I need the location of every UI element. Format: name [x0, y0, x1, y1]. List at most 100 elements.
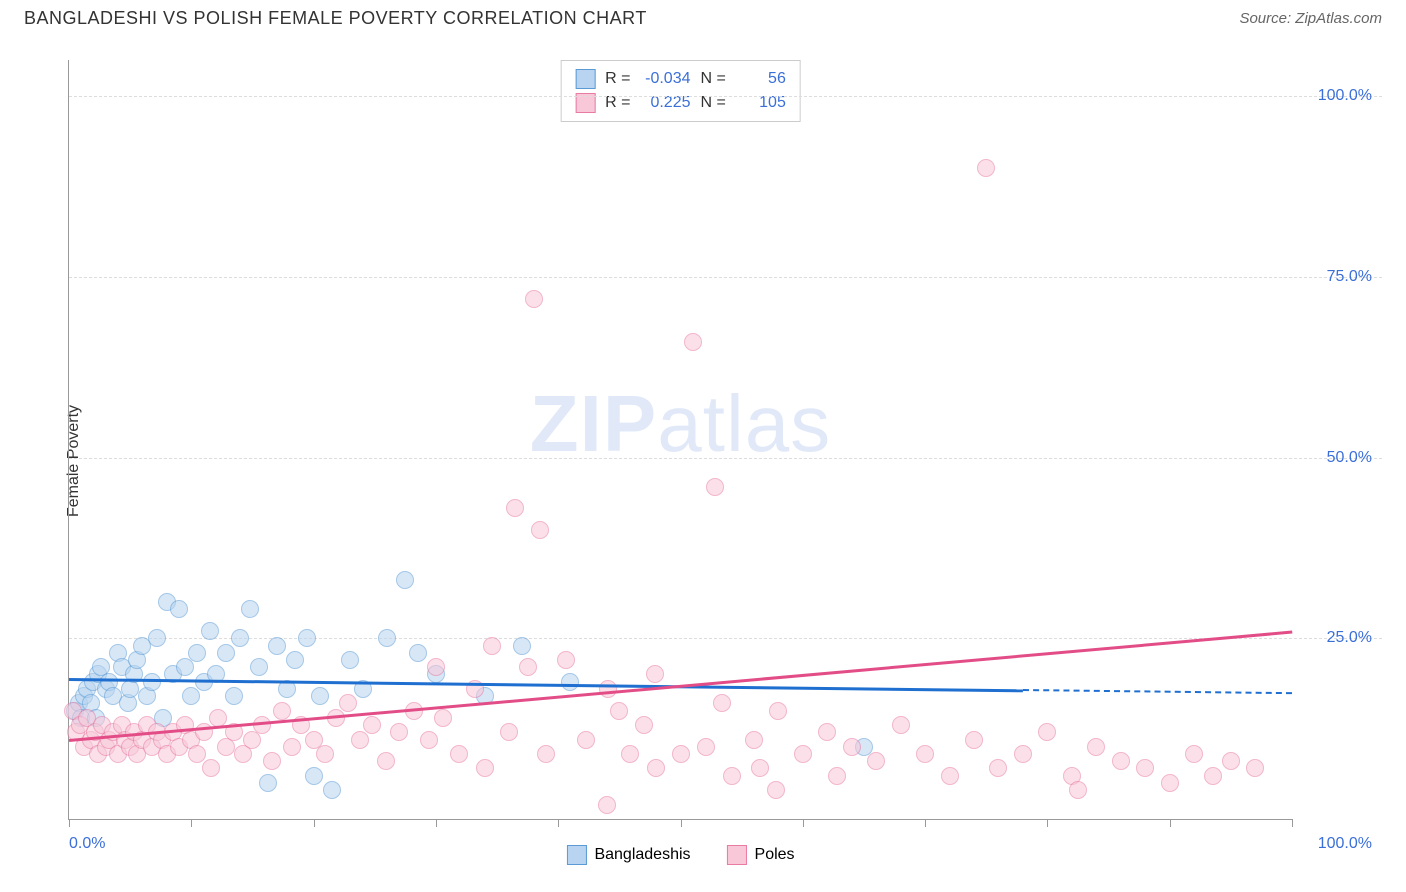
data-point	[148, 629, 166, 647]
data-point	[341, 651, 359, 669]
data-point	[867, 752, 885, 770]
data-point	[513, 637, 531, 655]
data-point	[965, 731, 983, 749]
data-point	[351, 731, 369, 749]
data-point	[420, 731, 438, 749]
data-point	[1069, 781, 1087, 799]
data-point	[635, 716, 653, 734]
gridline	[69, 277, 1382, 278]
x-tick	[314, 819, 315, 827]
x-tick	[1047, 819, 1048, 827]
data-point	[259, 774, 277, 792]
legend-swatch	[727, 845, 747, 865]
stat-r-value: -0.034	[637, 70, 691, 88]
data-point	[557, 651, 575, 669]
data-point	[396, 571, 414, 589]
data-point	[1136, 759, 1154, 777]
series-legend: Bangladeshis Poles	[566, 845, 794, 865]
data-point	[409, 644, 427, 662]
data-point	[598, 796, 616, 814]
data-point	[305, 767, 323, 785]
x-tick	[1170, 819, 1171, 827]
data-point	[767, 781, 785, 799]
data-point	[977, 159, 995, 177]
data-point	[537, 745, 555, 763]
stat-row: R =0.225N =105	[575, 91, 786, 115]
y-tick-label: 75.0%	[1327, 268, 1372, 286]
x-tick	[1292, 819, 1293, 827]
data-point	[311, 687, 329, 705]
data-point	[1222, 752, 1240, 770]
data-point	[476, 759, 494, 777]
x-tick	[925, 819, 926, 827]
data-point	[697, 738, 715, 756]
data-point	[339, 694, 357, 712]
data-point	[843, 738, 861, 756]
data-point	[202, 759, 220, 777]
data-point	[286, 651, 304, 669]
plot-area: ZIPatlas R =-0.034N =56R =0.225N =105 Ba…	[68, 60, 1292, 820]
data-point	[519, 658, 537, 676]
data-point	[1087, 738, 1105, 756]
source-attribution: Source: ZipAtlas.com	[1239, 10, 1382, 27]
data-point	[989, 759, 1007, 777]
data-point	[706, 478, 724, 496]
data-point	[599, 680, 617, 698]
x-tick	[558, 819, 559, 827]
data-point	[323, 781, 341, 799]
data-point	[363, 716, 381, 734]
data-point	[500, 723, 518, 741]
data-point	[621, 745, 639, 763]
data-point	[143, 673, 161, 691]
data-point	[892, 716, 910, 734]
data-point	[1185, 745, 1203, 763]
data-point	[231, 629, 249, 647]
data-point	[170, 600, 188, 618]
data-point	[1246, 759, 1264, 777]
data-point	[941, 767, 959, 785]
data-point	[769, 702, 787, 720]
data-point	[1204, 767, 1222, 785]
data-point	[1014, 745, 1032, 763]
data-point	[647, 759, 665, 777]
y-tick-label: 25.0%	[1327, 629, 1372, 647]
data-point	[182, 687, 200, 705]
data-point	[377, 752, 395, 770]
gridline	[69, 458, 1382, 459]
data-point	[253, 716, 271, 734]
legend-swatch	[566, 845, 586, 865]
data-point	[268, 637, 286, 655]
y-tick-label: 50.0%	[1327, 449, 1372, 467]
data-point	[713, 694, 731, 712]
data-point	[263, 752, 281, 770]
x-tick	[191, 819, 192, 827]
correlation-stats-box: R =-0.034N =56R =0.225N =105	[560, 60, 801, 122]
legend-swatch	[575, 69, 595, 89]
data-point	[209, 709, 227, 727]
data-point	[745, 731, 763, 749]
data-point	[316, 745, 334, 763]
stat-row: R =-0.034N =56	[575, 67, 786, 91]
data-point	[188, 644, 206, 662]
data-point	[723, 767, 741, 785]
data-point	[646, 665, 664, 683]
data-point	[450, 745, 468, 763]
data-point	[1161, 774, 1179, 792]
stat-n-value: 56	[732, 70, 786, 88]
data-point	[273, 702, 291, 720]
data-point	[531, 521, 549, 539]
legend-item: Bangladeshis	[566, 845, 690, 865]
trend-line	[69, 678, 1023, 692]
legend-item: Poles	[727, 845, 795, 865]
trend-line	[1023, 689, 1292, 694]
data-point	[828, 767, 846, 785]
data-point	[916, 745, 934, 763]
data-point	[217, 644, 235, 662]
data-point	[684, 333, 702, 351]
data-point	[378, 629, 396, 647]
gridline	[69, 96, 1382, 97]
data-point	[390, 723, 408, 741]
x-tick-label: 100.0%	[1318, 835, 1372, 853]
data-point	[427, 658, 445, 676]
x-tick	[69, 819, 70, 827]
